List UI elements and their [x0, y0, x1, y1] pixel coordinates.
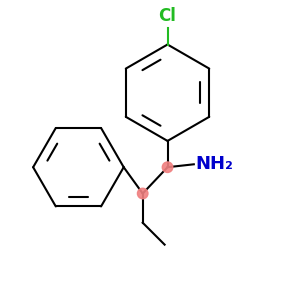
Text: NH₂: NH₂	[195, 155, 233, 173]
Text: Cl: Cl	[159, 7, 176, 25]
Circle shape	[162, 162, 173, 172]
Circle shape	[137, 188, 148, 199]
